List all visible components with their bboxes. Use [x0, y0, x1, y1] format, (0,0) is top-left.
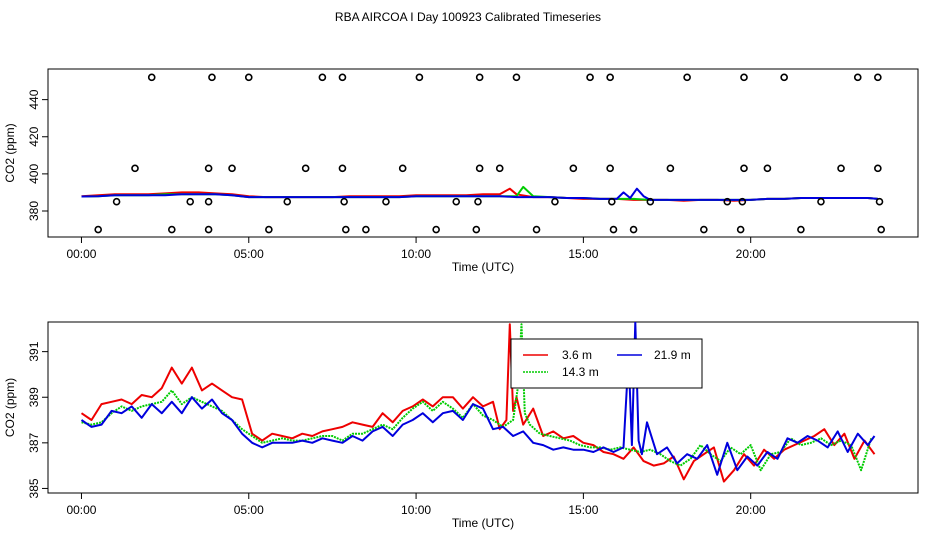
y-tick-label: 380: [27, 201, 41, 221]
y-axis-label: CO2 (ppm): [3, 123, 17, 182]
y-tick-label: 385: [27, 478, 41, 498]
calibration-point: [797, 225, 805, 234]
legend-label: 14.3 m: [562, 365, 599, 379]
calibration-point: [301, 164, 310, 173]
calibration-point: [738, 197, 747, 206]
calibration-point: [342, 225, 350, 234]
figure-title: RBA AIRCOA I Day 100923 Calibrated Times…: [335, 10, 601, 24]
series-line-21-9-m: [81, 187, 878, 201]
calibration-point: [723, 197, 732, 206]
plot-area: [81, 185, 878, 202]
y-tick-label: 420: [27, 126, 41, 146]
calibration-point: [362, 225, 370, 234]
calibration-point: [532, 225, 541, 234]
calibration-point: [606, 164, 614, 173]
calibration-point: [244, 73, 253, 82]
calibration-point: [495, 164, 504, 173]
x-axis-label: Time (UTC): [452, 516, 514, 530]
calibration-point: [586, 73, 594, 82]
calibration-point: [147, 73, 156, 82]
x-tick-label: 15:00: [568, 503, 598, 517]
x-tick-label: 05:00: [234, 247, 264, 261]
calibration-point: [700, 225, 708, 234]
calibration-point: [608, 197, 616, 206]
calibration-point: [208, 73, 216, 82]
plot-area: [80, 322, 876, 483]
calibration-point: [740, 164, 748, 173]
plot-frame: [47, 321, 919, 494]
x-tick-label: 20:00: [736, 247, 766, 261]
calibration-point: [340, 197, 348, 206]
legend: 3.6 m 14.3 m 21.9 m: [510, 338, 703, 389]
calibration-point: [112, 197, 121, 206]
calibration-point: [740, 73, 748, 82]
calibration-point: [475, 164, 484, 173]
calibration-point: [817, 197, 825, 206]
series-line-14-3-m: [81, 323, 873, 472]
x-tick-label: 00:00: [66, 247, 96, 261]
y-axis-label: CO2 (ppm): [3, 378, 17, 437]
calibration-point: [874, 164, 882, 173]
calibration-point: [472, 225, 481, 234]
y-tick-label: 389: [27, 387, 41, 407]
calibration-point: [338, 164, 347, 173]
calibration-point: [646, 197, 655, 206]
calibration-point: [204, 197, 213, 206]
x-tick-label: 10:00: [401, 247, 431, 261]
calibration-point: [606, 73, 614, 82]
legend-box: [510, 338, 703, 389]
calibration-point: [609, 225, 618, 234]
calibration-point: [551, 197, 559, 206]
calibration-point: [382, 197, 390, 206]
calibration-point: [780, 73, 788, 82]
calibration-point: [475, 73, 484, 82]
calibration-point: [168, 225, 176, 234]
calibration-point: [837, 164, 845, 173]
calibration-point: [94, 225, 102, 234]
calibration-point: [228, 164, 236, 173]
x-tick-label: 15:00: [568, 247, 598, 261]
calibration-point: [629, 225, 638, 234]
y-tick-label: 391: [27, 341, 41, 361]
calibration-point: [283, 197, 292, 206]
calibration-point: [874, 73, 882, 82]
calibration-point: [204, 164, 213, 173]
calibration-point: [204, 225, 213, 234]
x-tick-label: 05:00: [234, 503, 264, 517]
calibration-point: [318, 73, 327, 82]
series-line-21-9-m: [80, 322, 876, 476]
y-tick-label: 387: [27, 433, 41, 453]
x-tick-label: 20:00: [736, 503, 766, 517]
plot-frame: [47, 68, 919, 238]
calibration-point: [875, 197, 884, 206]
x-tick-label: 00:00: [66, 503, 96, 517]
series-line-3-6-m: [80, 323, 876, 483]
calibration-point: [398, 164, 407, 173]
calibration-point: [569, 164, 578, 173]
x-tick-label: 10:00: [401, 503, 431, 517]
x-axis-label: Time (UTC): [452, 260, 514, 274]
calibration-point: [763, 164, 772, 173]
calibration-point: [736, 225, 745, 234]
calibration-point: [186, 197, 195, 206]
calibration-point: [338, 73, 347, 82]
calibration-point: [415, 73, 424, 82]
bottom-panel: 00:00 05:00 10:00 15:00 20:00 385 387 389 391 Tim…: [3, 321, 919, 530]
legend-label: 21.9 m: [654, 348, 691, 362]
calibration-point: [683, 73, 691, 82]
top-panel: 00:00 05:00 10:00 15:00 20:00 380 400 420 440 Tim…: [3, 68, 919, 274]
calibration-point: [877, 225, 885, 234]
y-tick-label: 400: [27, 164, 41, 184]
calibration-point: [452, 197, 461, 206]
calibration-point: [131, 164, 139, 173]
calibration-point: [474, 197, 482, 206]
calibration-point: [666, 164, 675, 173]
calibration-point: [512, 73, 521, 82]
legend-label: 3.6 m: [562, 348, 592, 362]
calibration-point: [853, 73, 862, 82]
calibration-point: [265, 225, 273, 234]
calibration-point: [432, 225, 440, 234]
y-tick-label: 440: [27, 89, 41, 109]
